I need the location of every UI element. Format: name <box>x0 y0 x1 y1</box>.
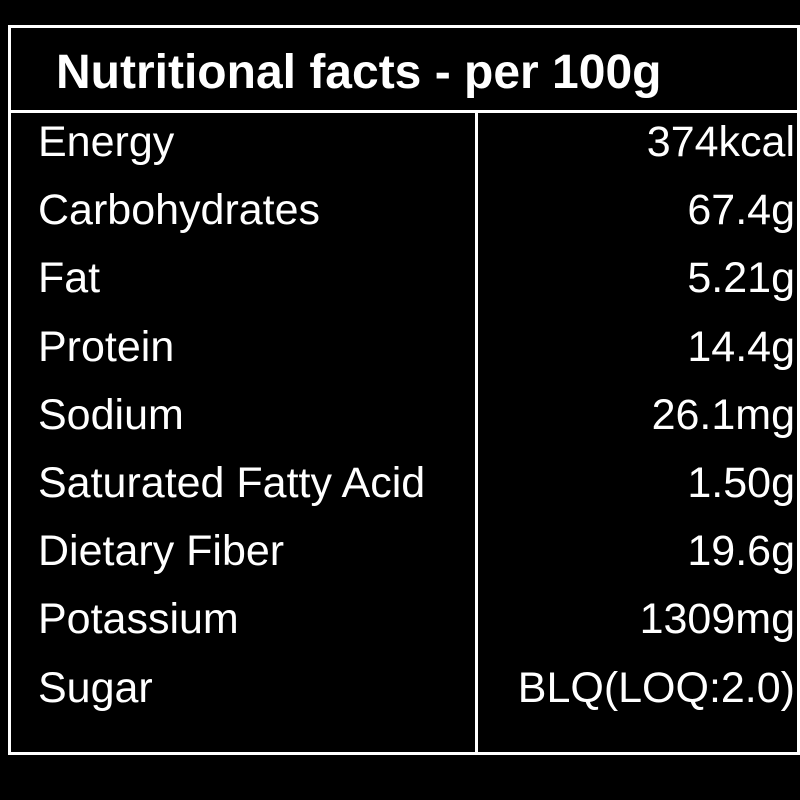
nutrient-amount: BLQ(LOQ:2.0) <box>517 663 795 712</box>
header-rule <box>11 110 797 113</box>
table-title: Nutritional facts - per 100g <box>56 46 662 99</box>
nutrient-name: Potassium <box>38 595 239 644</box>
nutrient-name: Saturated Fatty Acid <box>38 459 426 507</box>
nutrient-name: Energy <box>38 118 175 166</box>
nutrition-table: Nutritional facts - per 100g Energy 374kc… <box>8 25 800 755</box>
nutrient-amount: 5.21g <box>687 254 795 303</box>
nutrient-name: Sugar <box>38 663 153 712</box>
nutrient-name: Protein <box>38 322 175 371</box>
nutrient-amount: 19.6g <box>687 527 795 576</box>
nutrient-name: Sodium <box>38 390 184 439</box>
nutrient-amount: 1.50g <box>687 459 795 507</box>
nutrient-name: Carbohydrates <box>38 186 321 235</box>
column-divider <box>475 113 478 752</box>
nutrient-name: Dietary Fiber <box>38 527 285 576</box>
nutrient-amount: 67.4g <box>687 186 795 235</box>
nutrient-amount: 26.1mg <box>651 390 795 439</box>
nutrient-amount: 1309mg <box>639 595 795 644</box>
nutrient-amount: 374kcal <box>646 118 795 166</box>
nutrient-amount: 14.4g <box>687 322 795 371</box>
nutrient-name: Fat <box>38 254 101 303</box>
